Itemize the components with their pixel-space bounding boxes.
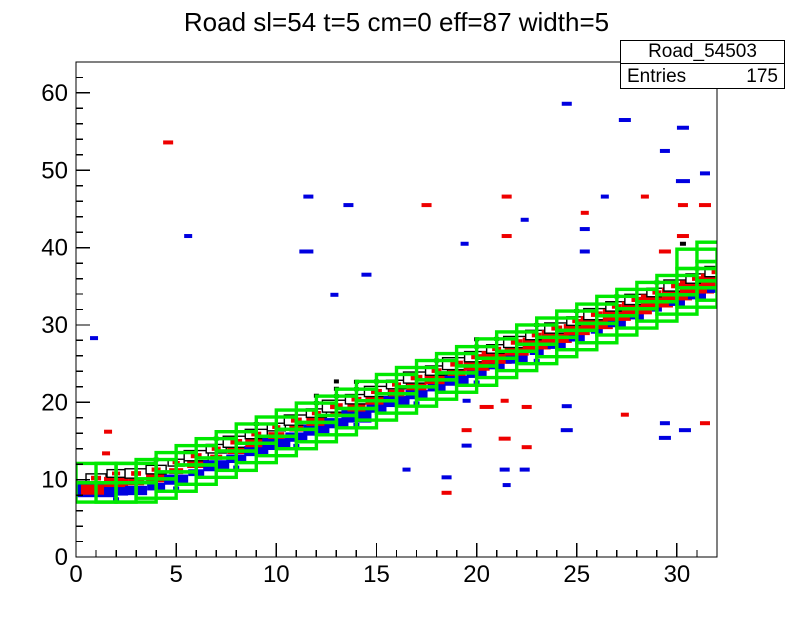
x-tick-label: 20 [463,561,490,588]
outlier-markers [90,101,711,495]
x-tick-label: 5 [169,561,182,588]
x-tick-label: 25 [563,561,590,588]
x-tick-label: 0 [69,561,82,588]
y-tick-label: 10 [41,467,68,494]
stats-histogram-name: Road_54503 [621,41,784,64]
y-tick-label: 30 [41,312,68,339]
plot-area [76,101,717,504]
x-tick-label: 10 [263,561,290,588]
y-tick-label: 20 [41,389,68,416]
stats-entries-value: 175 [746,66,778,87]
plot-title: Road sl=54 t=5 cm=0 eff=87 width=5 [183,7,610,37]
y-tick-label: 40 [41,235,68,262]
stats-entries-label: Entries [627,66,687,87]
y-tick-label: 60 [41,80,68,107]
stats-entries-row: Entries 175 [621,64,784,89]
axes [75,61,718,558]
y-tick-label: 50 [41,157,68,184]
y-tick-label: 0 [55,544,68,571]
stats-box: Road_54503 Entries 175 [620,40,785,89]
road-boxes [76,240,717,504]
axis-labels: 0 5 10 15 20 25 30 0 10 20 30 40 50 60 [41,80,690,588]
x-tick-label: 30 [664,561,691,588]
x-tick-label: 15 [363,561,390,588]
